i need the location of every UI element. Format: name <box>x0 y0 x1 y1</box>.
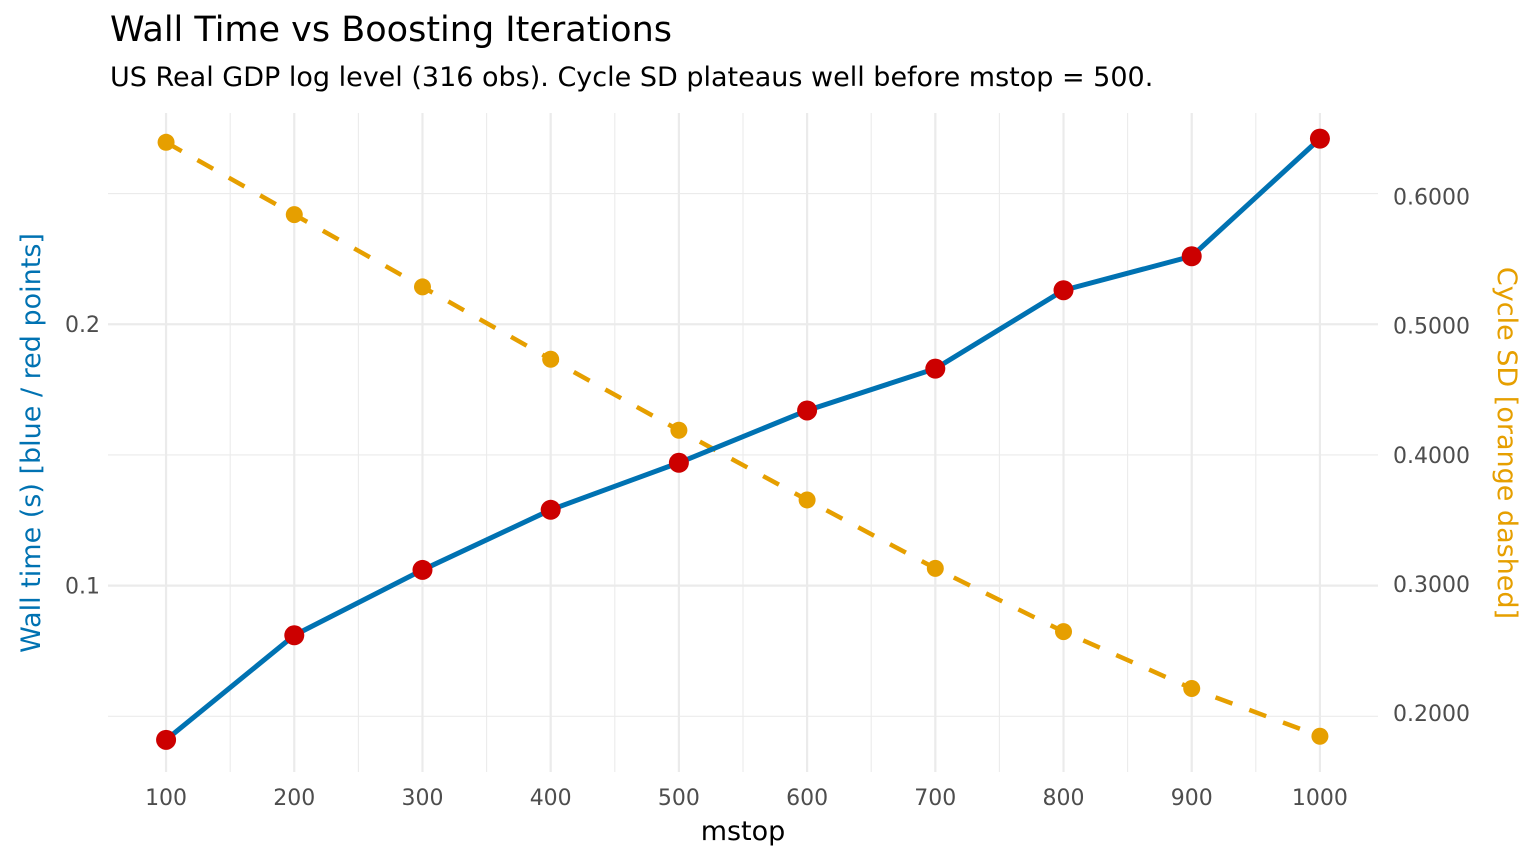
cycle-sd-point <box>413 278 431 296</box>
cycle-sd-point <box>542 350 560 368</box>
x-tick-label: 200 <box>273 786 315 811</box>
y-right-axis-title: Cycle SD [orange dashed] <box>1491 267 1522 619</box>
y-right-tick-label: 0.4000 <box>1393 444 1470 469</box>
wall-time-point <box>925 358 946 379</box>
x-tick-label: 500 <box>658 786 700 811</box>
y-right-axis-ticks: 0.2000 0.3000 0.4000 0.5000 0.6000 <box>1393 186 1470 727</box>
y-right-tick-label: 0.6000 <box>1393 186 1470 211</box>
x-axis-title: mstop <box>701 816 786 847</box>
x-tick-label: 800 <box>1043 786 1085 811</box>
x-tick-label: 1000 <box>1292 786 1348 811</box>
cycle-sd-point <box>1183 679 1201 697</box>
y-right-tick-label: 0.3000 <box>1393 573 1470 598</box>
cycle-sd-point <box>670 421 688 439</box>
cycle-sd-point <box>1055 623 1073 641</box>
cycle-sd-point <box>926 559 944 577</box>
cycle-sd-point <box>1311 727 1329 745</box>
y-right-tick-label: 0.5000 <box>1393 315 1470 340</box>
chart-subtitle: US Real GDP log level (316 obs). Cycle S… <box>110 62 1154 93</box>
wall-time-line <box>164 136 1322 742</box>
y-left-axis-ticks: 0.1 0.2 <box>65 313 100 599</box>
wall-time-point <box>540 499 561 520</box>
y-left-axis-title: Wall time (s) [blue / red points] <box>16 233 47 653</box>
wall-time-point <box>156 729 177 750</box>
cycle-sd-point <box>285 206 303 224</box>
x-tick-label: 400 <box>530 786 572 811</box>
cycle-sd-line <box>164 140 1321 739</box>
gridlines <box>108 113 1378 772</box>
wall-time-point <box>1309 128 1330 149</box>
x-tick-label: 300 <box>401 786 443 811</box>
x-tick-label: 700 <box>914 786 956 811</box>
x-tick-label: 600 <box>786 786 828 811</box>
wall-time-point <box>1181 246 1202 267</box>
wall-time-point <box>412 559 433 580</box>
wall-time-point <box>284 625 305 646</box>
y-left-tick-label: 0.1 <box>65 575 100 600</box>
x-axis-ticks: 100 200 300 400 500 600 700 800 900 1000 <box>145 786 1348 811</box>
series-layer <box>156 128 1330 750</box>
cycle-sd-point <box>157 133 175 151</box>
wall-time-point <box>668 452 689 473</box>
y-right-tick-label: 0.2000 <box>1393 702 1470 727</box>
x-tick-label: 900 <box>1171 786 1213 811</box>
x-tick-label: 100 <box>145 786 187 811</box>
wall-time-point <box>797 400 818 421</box>
chart-title: Wall Time vs Boosting Iterations <box>110 10 672 50</box>
cycle-sd-point <box>798 491 816 509</box>
y-left-tick-label: 0.2 <box>65 313 100 338</box>
wall-time-point <box>1053 280 1074 301</box>
